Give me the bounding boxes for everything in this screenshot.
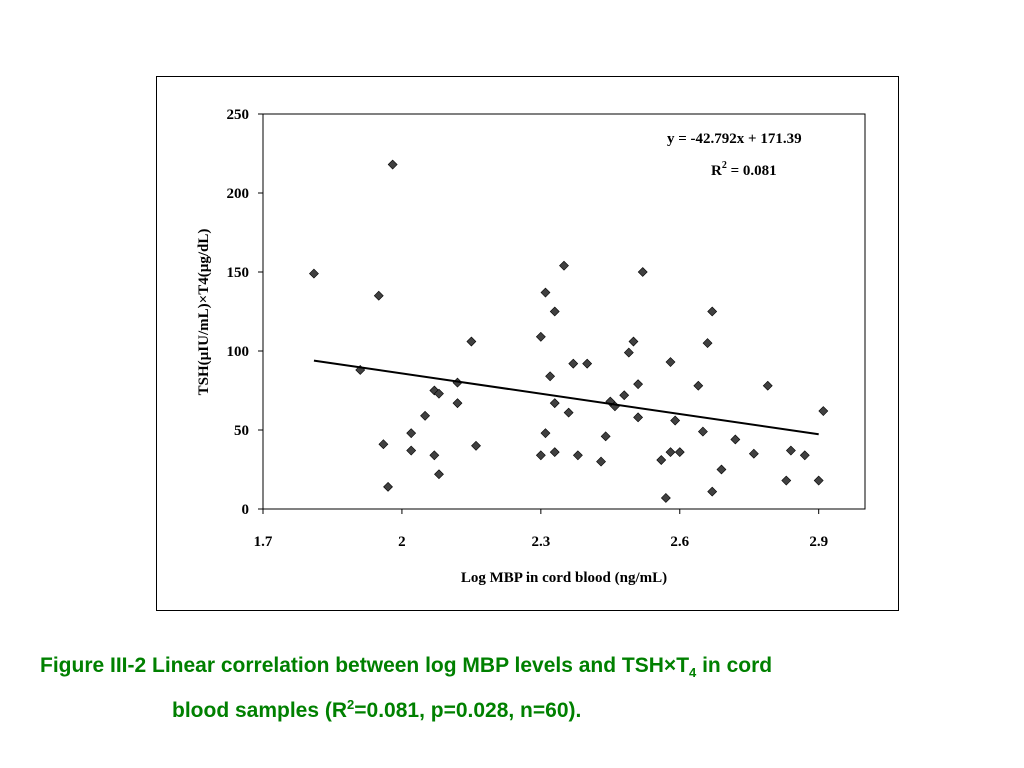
data-point bbox=[563, 407, 574, 418]
figure-caption: Figure III-2 Linear correlation between … bbox=[40, 650, 1000, 727]
data-point bbox=[730, 434, 741, 445]
data-point bbox=[665, 447, 676, 458]
data-point bbox=[600, 431, 611, 442]
data-point bbox=[697, 426, 708, 437]
caption-text-1b: in cord bbox=[696, 654, 773, 677]
data-point bbox=[452, 398, 463, 409]
caption-line-1: Figure III-2 Linear correlation between … bbox=[40, 654, 773, 681]
data-point bbox=[748, 448, 759, 459]
data-point bbox=[628, 336, 639, 347]
r-squared-r: R bbox=[711, 163, 722, 179]
data-point bbox=[549, 398, 560, 409]
data-point bbox=[702, 338, 713, 349]
x-tick-label: 1.7 bbox=[254, 534, 273, 550]
data-point bbox=[799, 450, 810, 461]
r-squared-label: R2 = 0.081 bbox=[711, 160, 777, 179]
y-tick-label: 0 bbox=[242, 502, 250, 518]
data-point bbox=[818, 406, 829, 416]
caption-sub-4: 4 bbox=[689, 665, 697, 681]
x-tick-label: 2.3 bbox=[531, 534, 550, 550]
data-point bbox=[665, 357, 676, 367]
caption-sup-2: 2 bbox=[347, 697, 355, 713]
data-point bbox=[623, 347, 634, 358]
data-point bbox=[785, 445, 796, 456]
y-tick-label: 250 bbox=[227, 107, 250, 123]
data-point bbox=[633, 412, 644, 423]
data-point bbox=[619, 390, 630, 401]
data-point bbox=[781, 475, 792, 486]
caption-line-2: blood samples (R2=0.081, p=0.028, n=60). bbox=[40, 689, 1000, 727]
data-point bbox=[633, 379, 644, 390]
caption-text-2b: =0.081, p=0.028, n=60). bbox=[354, 699, 582, 723]
data-point bbox=[545, 371, 556, 382]
data-point bbox=[434, 469, 444, 480]
x-tick-label: 2 bbox=[398, 534, 406, 550]
data-point bbox=[762, 380, 773, 391]
data-point bbox=[670, 415, 681, 426]
data-point bbox=[549, 306, 560, 317]
data-point bbox=[406, 445, 417, 456]
y-tick-label: 150 bbox=[227, 265, 250, 281]
data-point bbox=[674, 447, 685, 458]
trendline-group bbox=[313, 359, 819, 436]
caption-times: × bbox=[663, 654, 677, 677]
data-point bbox=[660, 493, 671, 503]
data-point bbox=[540, 428, 551, 439]
x-tick-label: 2.9 bbox=[809, 534, 828, 550]
data-point bbox=[466, 336, 477, 347]
data-point bbox=[383, 481, 393, 492]
data-point bbox=[707, 486, 718, 497]
data-point bbox=[429, 450, 440, 461]
r-squared-sup: 2 bbox=[722, 160, 727, 171]
r-squared-value: = 0.081 bbox=[727, 163, 777, 179]
x-axis-title: Log MBP in cord blood (ng/mL) bbox=[461, 570, 667, 586]
y-tick-label: 200 bbox=[227, 186, 250, 202]
data-point bbox=[471, 440, 481, 451]
data-points bbox=[309, 159, 829, 503]
data-point bbox=[568, 358, 579, 369]
data-point bbox=[637, 267, 648, 277]
data-point bbox=[420, 410, 431, 421]
data-point bbox=[656, 455, 667, 465]
data-point bbox=[582, 358, 593, 369]
chart-frame: 0 50 100 150 200 250 1.7 2 2.3 2.6 2.9 Log MBP in … bbox=[156, 76, 899, 611]
data-point bbox=[540, 287, 551, 298]
caption-t: T bbox=[676, 654, 690, 677]
data-point bbox=[549, 447, 560, 458]
trendline bbox=[313, 359, 819, 436]
data-point bbox=[572, 450, 583, 461]
data-point bbox=[387, 159, 398, 170]
axes bbox=[258, 113, 866, 514]
data-point bbox=[707, 306, 718, 317]
data-point bbox=[309, 268, 319, 279]
y-tick-label: 50 bbox=[234, 423, 249, 439]
y-axis-title: TSH(µIU/mL)×T4(µg/dL) bbox=[196, 229, 212, 396]
x-tick-label: 2.6 bbox=[670, 534, 689, 550]
data-point bbox=[813, 475, 824, 486]
data-point bbox=[596, 456, 606, 467]
data-point bbox=[434, 388, 444, 399]
data-point bbox=[693, 380, 704, 391]
regression-equation: y = -42.792x + 171.39 bbox=[667, 131, 802, 147]
plot-area-border bbox=[262, 113, 866, 510]
caption-text-1a: Figure III-2 Linear correlation between … bbox=[40, 654, 664, 677]
caption-text-2a: blood samples (R bbox=[172, 699, 348, 723]
data-point bbox=[559, 260, 569, 271]
y-tick-label: 100 bbox=[227, 344, 250, 360]
data-point bbox=[716, 464, 727, 475]
scatter-chart: 0 50 100 150 200 250 1.7 2 2.3 2.6 2.9 Log MBP in … bbox=[196, 107, 866, 586]
data-point bbox=[535, 450, 546, 461]
data-point bbox=[535, 331, 546, 342]
tick-labels: 0 50 100 150 200 250 1.7 2 2.3 2.6 2.9 bbox=[227, 107, 829, 550]
data-point bbox=[378, 439, 389, 450]
data-point bbox=[406, 428, 417, 439]
data-point bbox=[373, 290, 384, 301]
